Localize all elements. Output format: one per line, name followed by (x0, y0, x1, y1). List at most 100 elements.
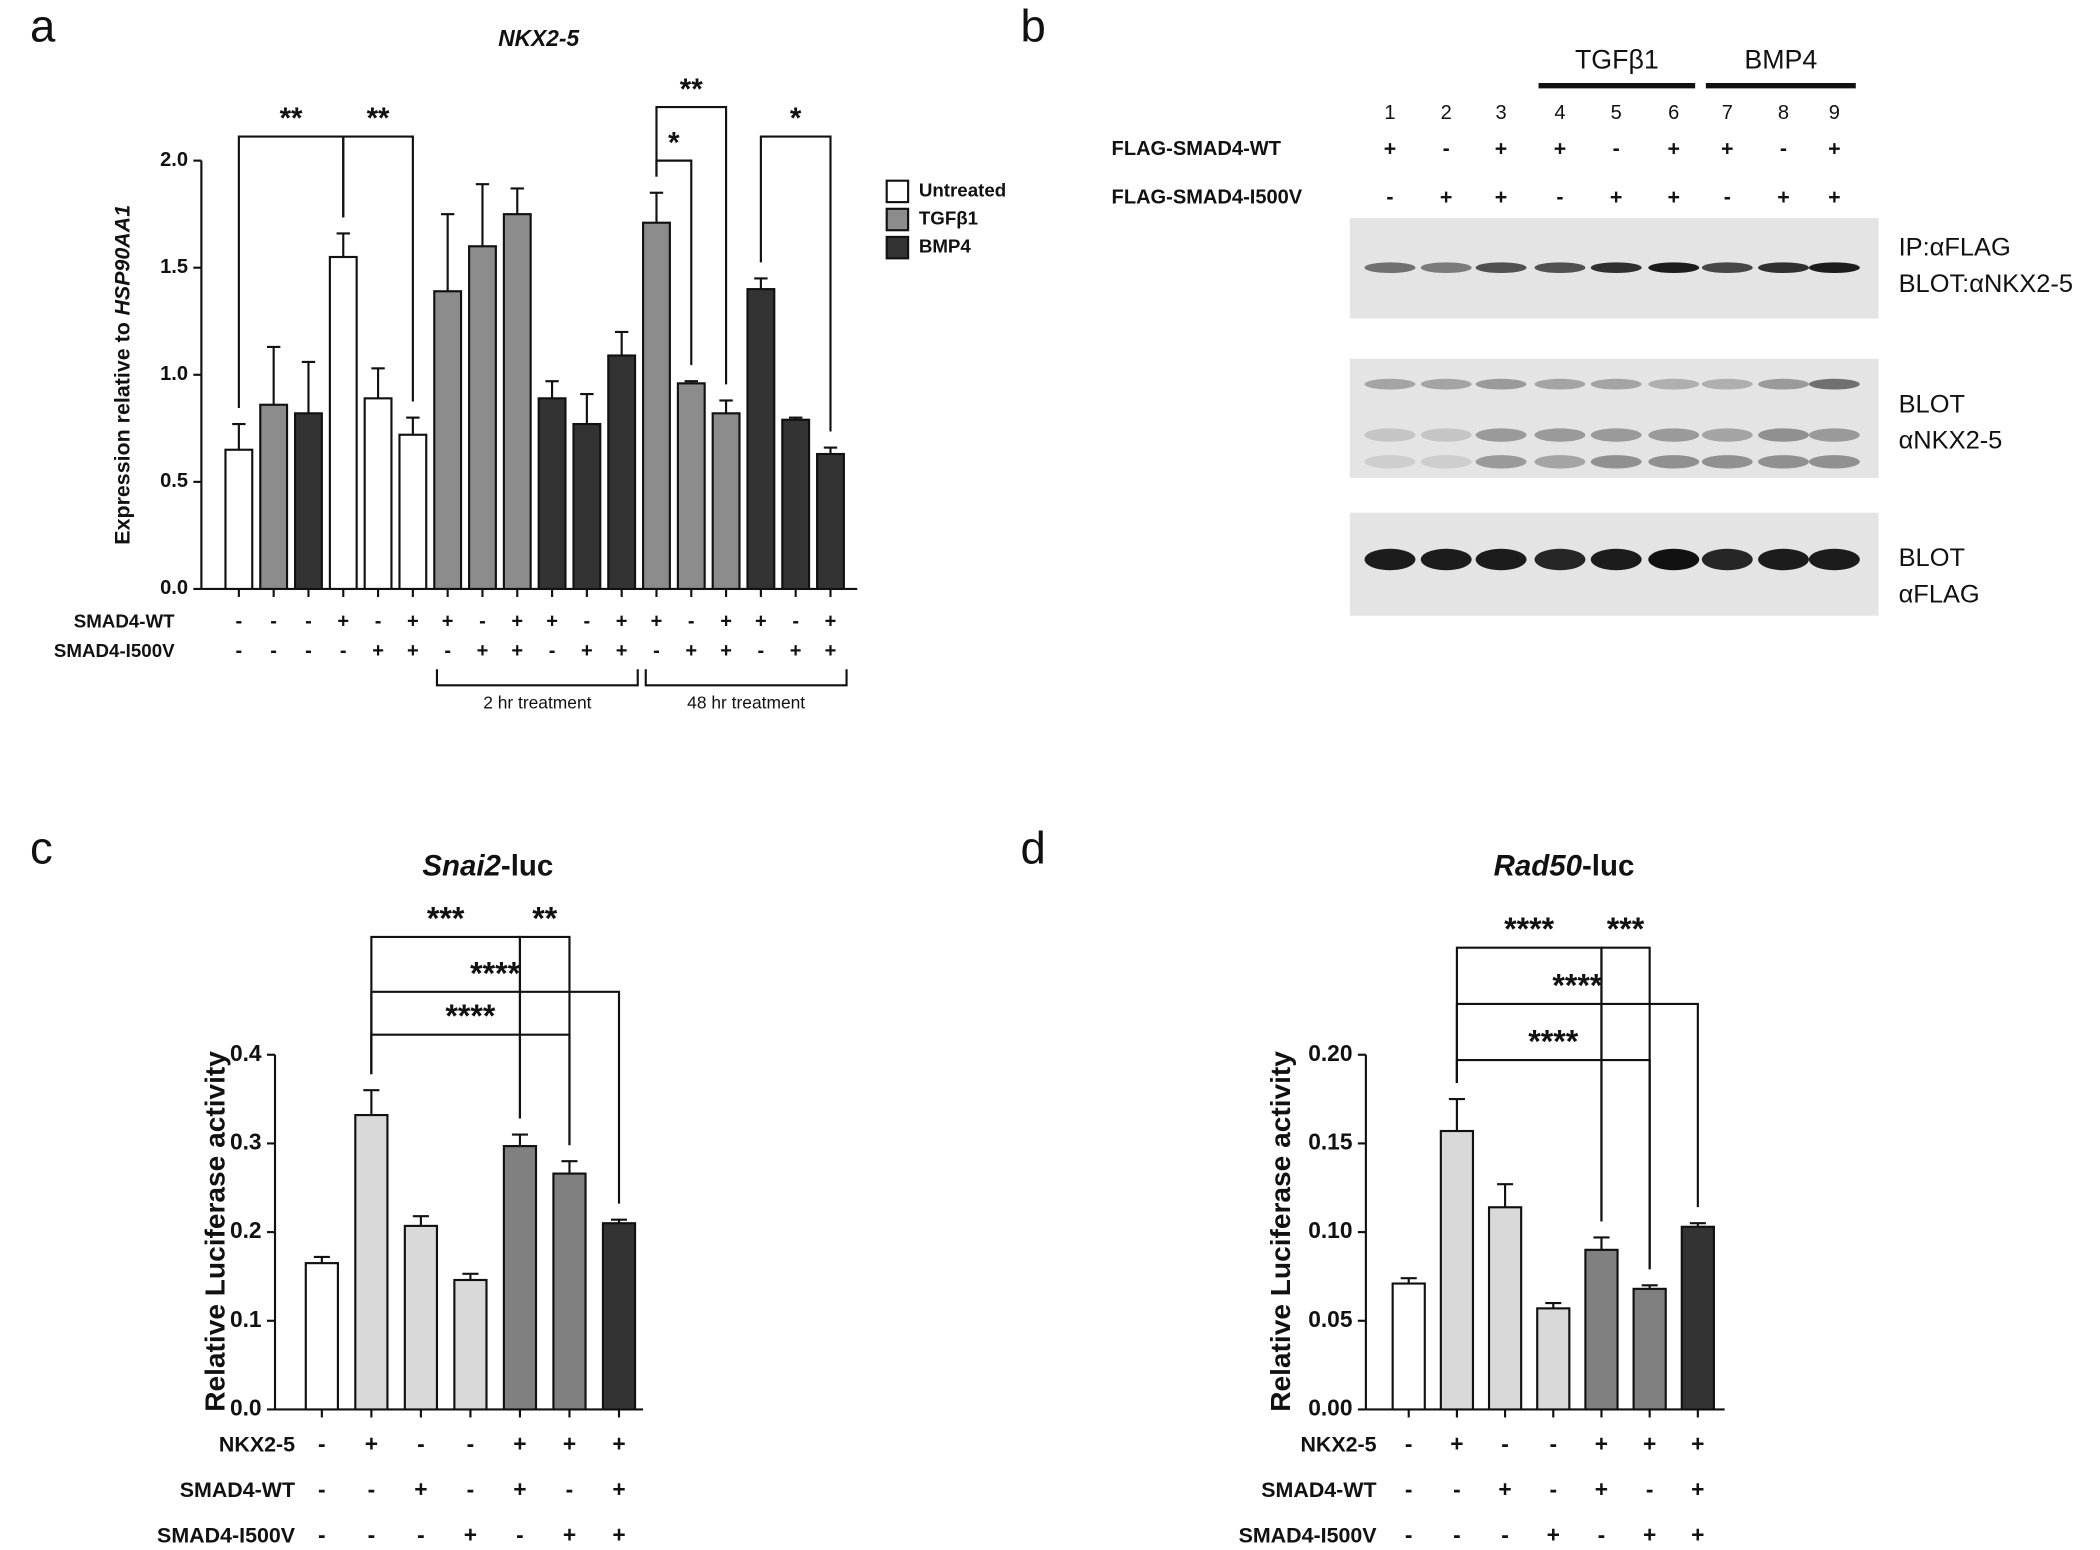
significance-bracket (342, 135, 414, 402)
bar (224, 448, 254, 591)
chart-title: NKX2-5 (498, 25, 579, 51)
blot-band (1808, 455, 1860, 469)
blot-band (1420, 548, 1472, 571)
y-tick-label: 1.0 (160, 363, 188, 385)
condition-sign: + (1643, 1431, 1656, 1457)
condition-sign: + (1691, 1522, 1704, 1548)
condition-name: SMAD4-I500V (1239, 1523, 1378, 1547)
bar (1439, 1129, 1475, 1411)
blot-band (1701, 548, 1753, 571)
condition-sign: + (1595, 1476, 1608, 1502)
significance-label: **** (1528, 1024, 1578, 1060)
condition-sign: + (563, 1522, 576, 1548)
y-tick-label: 0.1 (230, 1306, 262, 1332)
blot-band (1758, 548, 1809, 571)
condition-sign: - (467, 1431, 475, 1457)
condition-sign: + (612, 1431, 625, 1457)
condition-sign: + (513, 1476, 526, 1502)
y-axis-label: Relative Luciferase activity (1265, 1051, 1296, 1412)
condition-sign: - (566, 1476, 574, 1502)
condition-sign: - (1549, 1476, 1557, 1502)
blot-band (1475, 548, 1527, 571)
lane-number: 1 (1384, 102, 1395, 124)
title-text: NKX2-5 (498, 25, 579, 51)
title-gene: Rad50 (1494, 849, 1583, 882)
blot-band (1364, 455, 1416, 469)
bar (363, 397, 393, 591)
y-tick-label: 0.05 (1308, 1306, 1353, 1332)
condition-sign: + (1643, 1522, 1656, 1548)
condition-name: SMAD4-I500V (157, 1523, 296, 1547)
y-label-text: Expression relative to (110, 322, 134, 544)
condition-sign: + (755, 611, 767, 633)
blot-band (1758, 428, 1809, 442)
condition-sign: + (513, 1431, 526, 1457)
blot-band (1701, 455, 1753, 469)
blot-band (1701, 262, 1753, 274)
y-tick-label: 2.0 (160, 149, 188, 171)
condition-sign: + (1547, 1522, 1560, 1548)
condition-sign: - (1501, 1522, 1509, 1548)
row-sign: - (1556, 185, 1563, 209)
condition-sign: + (511, 640, 523, 662)
blot-band (1420, 455, 1472, 469)
bar (304, 1262, 339, 1411)
row-name: FLAG-SMAD4-WT (1112, 138, 1282, 160)
y-tick-label: 0.5 (160, 470, 188, 492)
condition-sign: - (1501, 1431, 1509, 1457)
condition-sign: - (340, 640, 347, 662)
bar (398, 433, 428, 591)
y-tick-label: 1.5 (160, 256, 188, 278)
condition-sign: - (1453, 1522, 1461, 1548)
row-sign: + (1828, 185, 1841, 209)
significance-bracket (1455, 1059, 1651, 1270)
condition-sign: - (1646, 1476, 1654, 1502)
condition-sign: - (516, 1522, 524, 1548)
significance-label: **** (1504, 911, 1554, 947)
legend-label: TGFβ1 (919, 207, 978, 228)
bar (1632, 1287, 1667, 1411)
significance-label: ** (680, 73, 703, 106)
condition-sign: + (337, 611, 349, 633)
bar (1584, 1248, 1619, 1411)
condition-sign: + (825, 611, 837, 633)
y-tick-label: 0.3 (230, 1128, 262, 1154)
blot-band (1534, 455, 1586, 469)
blot-band (1475, 262, 1527, 274)
bar (746, 288, 776, 591)
blot-band (1364, 548, 1416, 571)
row-sign: + (1667, 185, 1680, 209)
y-tick-label: 0.0 (160, 577, 188, 599)
condition-sign: + (407, 640, 419, 662)
lane-number: 3 (1495, 102, 1506, 124)
blot-band (1648, 378, 1700, 390)
condition-sign: + (616, 640, 628, 662)
condition-sign: - (375, 611, 382, 633)
significance-bracket (237, 135, 345, 408)
significance-bracket (370, 990, 621, 1204)
y-tick-label: 0.00 (1308, 1394, 1352, 1420)
condition-sign: + (1691, 1476, 1704, 1502)
condition-sign: + (563, 1431, 576, 1457)
bar (294, 412, 323, 591)
panel-label: d (1021, 822, 1046, 873)
condition-sign: - (479, 611, 486, 633)
bar (816, 452, 845, 591)
bar (572, 422, 602, 591)
row-sign: + (1721, 137, 1734, 161)
blot-band (1648, 455, 1700, 469)
condition-sign: + (372, 640, 384, 662)
blot-band (1701, 428, 1753, 442)
panel-label: c (30, 822, 53, 873)
condition-name: SMAD4-WT (180, 1478, 295, 1502)
condition-sign: - (236, 640, 243, 662)
significance-label: **** (445, 998, 495, 1034)
condition-sign: - (305, 611, 312, 633)
bar (502, 213, 532, 591)
condition-sign: - (368, 1522, 376, 1548)
y-label-gene: HSP90AA1 (110, 205, 134, 316)
condition-name: SMAD4-I500V (54, 640, 175, 661)
significance-label: **** (1552, 967, 1602, 1003)
condition-sign: + (477, 640, 489, 662)
panel-label: a (30, 0, 56, 51)
